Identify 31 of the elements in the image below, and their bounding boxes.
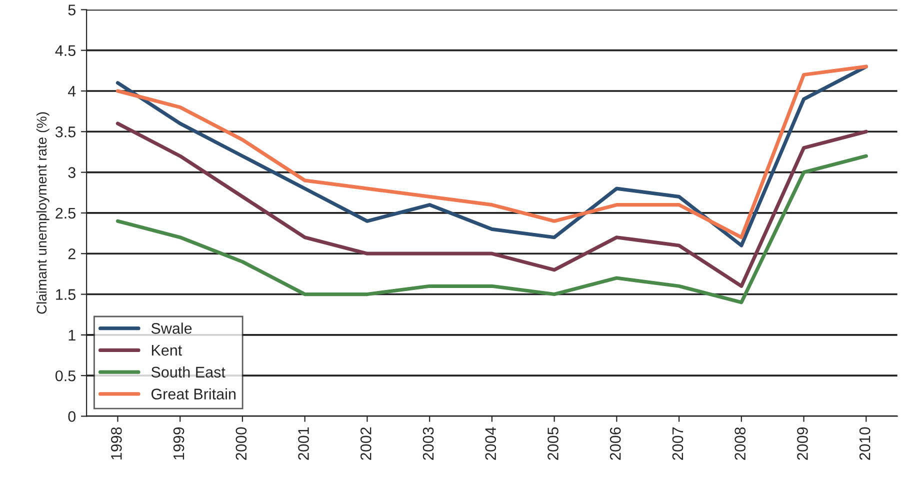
- y-tick-label: 3.5: [55, 126, 76, 138]
- legend-label: South East: [151, 366, 226, 378]
- x-tick-label: 1998: [111, 427, 122, 460]
- y-tick-label: 1: [68, 330, 76, 340]
- x-tick-label: 2005: [548, 427, 558, 460]
- line-series: [116, 154, 868, 304]
- x-tick-label: 2009: [797, 427, 808, 460]
- x-tick-label: 1999: [173, 427, 184, 460]
- legend-label: Swale: [151, 322, 192, 334]
- y-tick-label: 4: [68, 86, 76, 97]
- y-tick-label: 1.5: [56, 289, 76, 300]
- y-axis-title: Claimant unemployment rate (%): [36, 112, 50, 314]
- y-tick-label: 0.5: [55, 370, 76, 382]
- legend-label: Kent: [152, 345, 182, 356]
- x-tick-label: 2002: [360, 427, 372, 460]
- x-tick-label: 2004: [485, 427, 496, 460]
- y-tick-label: 3: [68, 167, 76, 178]
- x-tick-label: 2010: [859, 427, 870, 460]
- y-tick-label: 5: [68, 4, 76, 16]
- x-tick-label: 2006: [610, 427, 621, 460]
- y-tick-label: 4.5: [55, 45, 76, 56]
- x-tick-label: 2001: [298, 427, 309, 460]
- y-tick-label: 2: [68, 248, 76, 260]
- legend-label: Great Britain: [151, 388, 236, 400]
- line-series: [116, 122, 868, 288]
- y-tick-label: 0: [68, 411, 76, 422]
- x-tick-label: 2000: [236, 427, 247, 460]
- x-tick-label: 2003: [422, 427, 434, 460]
- x-tick-label: 2007: [672, 427, 684, 460]
- y-tick-label: 2.5: [56, 208, 76, 219]
- x-tick-label: 2008: [734, 427, 746, 460]
